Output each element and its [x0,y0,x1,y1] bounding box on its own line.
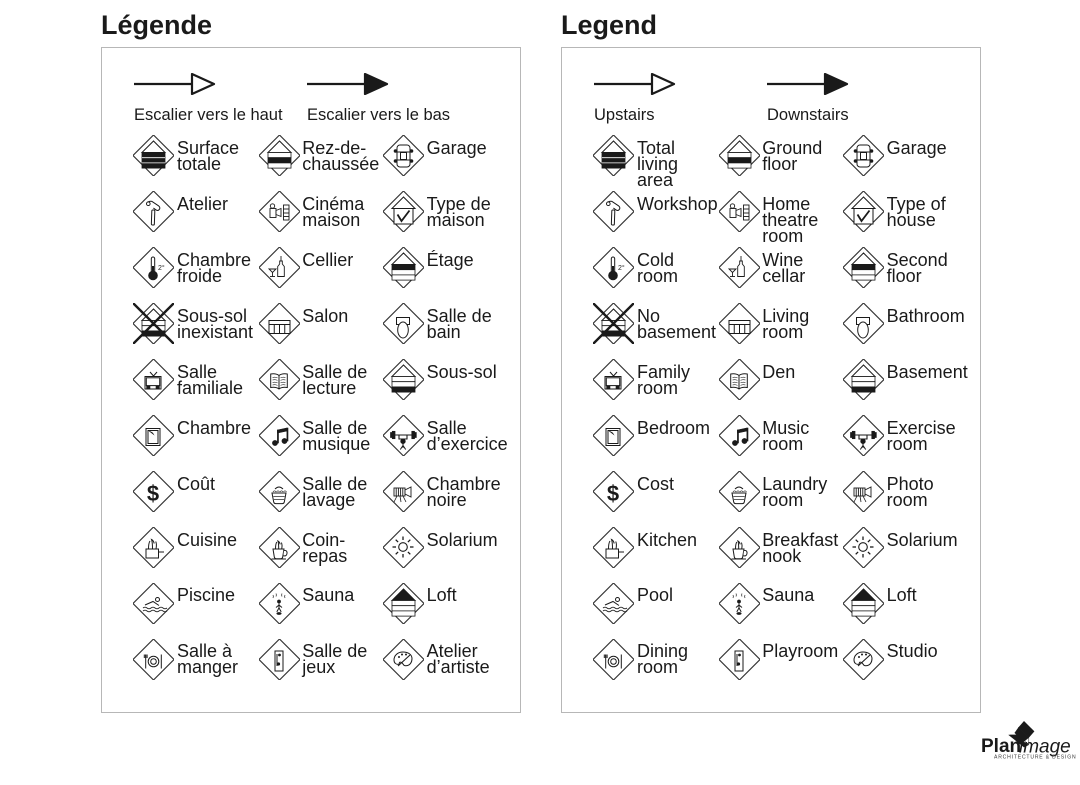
svg-text:$: $ [607,481,619,506]
svg-text:2°: 2° [158,264,165,272]
svg-text:$: $ [147,481,159,506]
svg-text:2°: 2° [618,264,625,272]
svg-text:ARCHITECTURE & DESIGN: ARCHITECTURE & DESIGN [994,755,1076,761]
